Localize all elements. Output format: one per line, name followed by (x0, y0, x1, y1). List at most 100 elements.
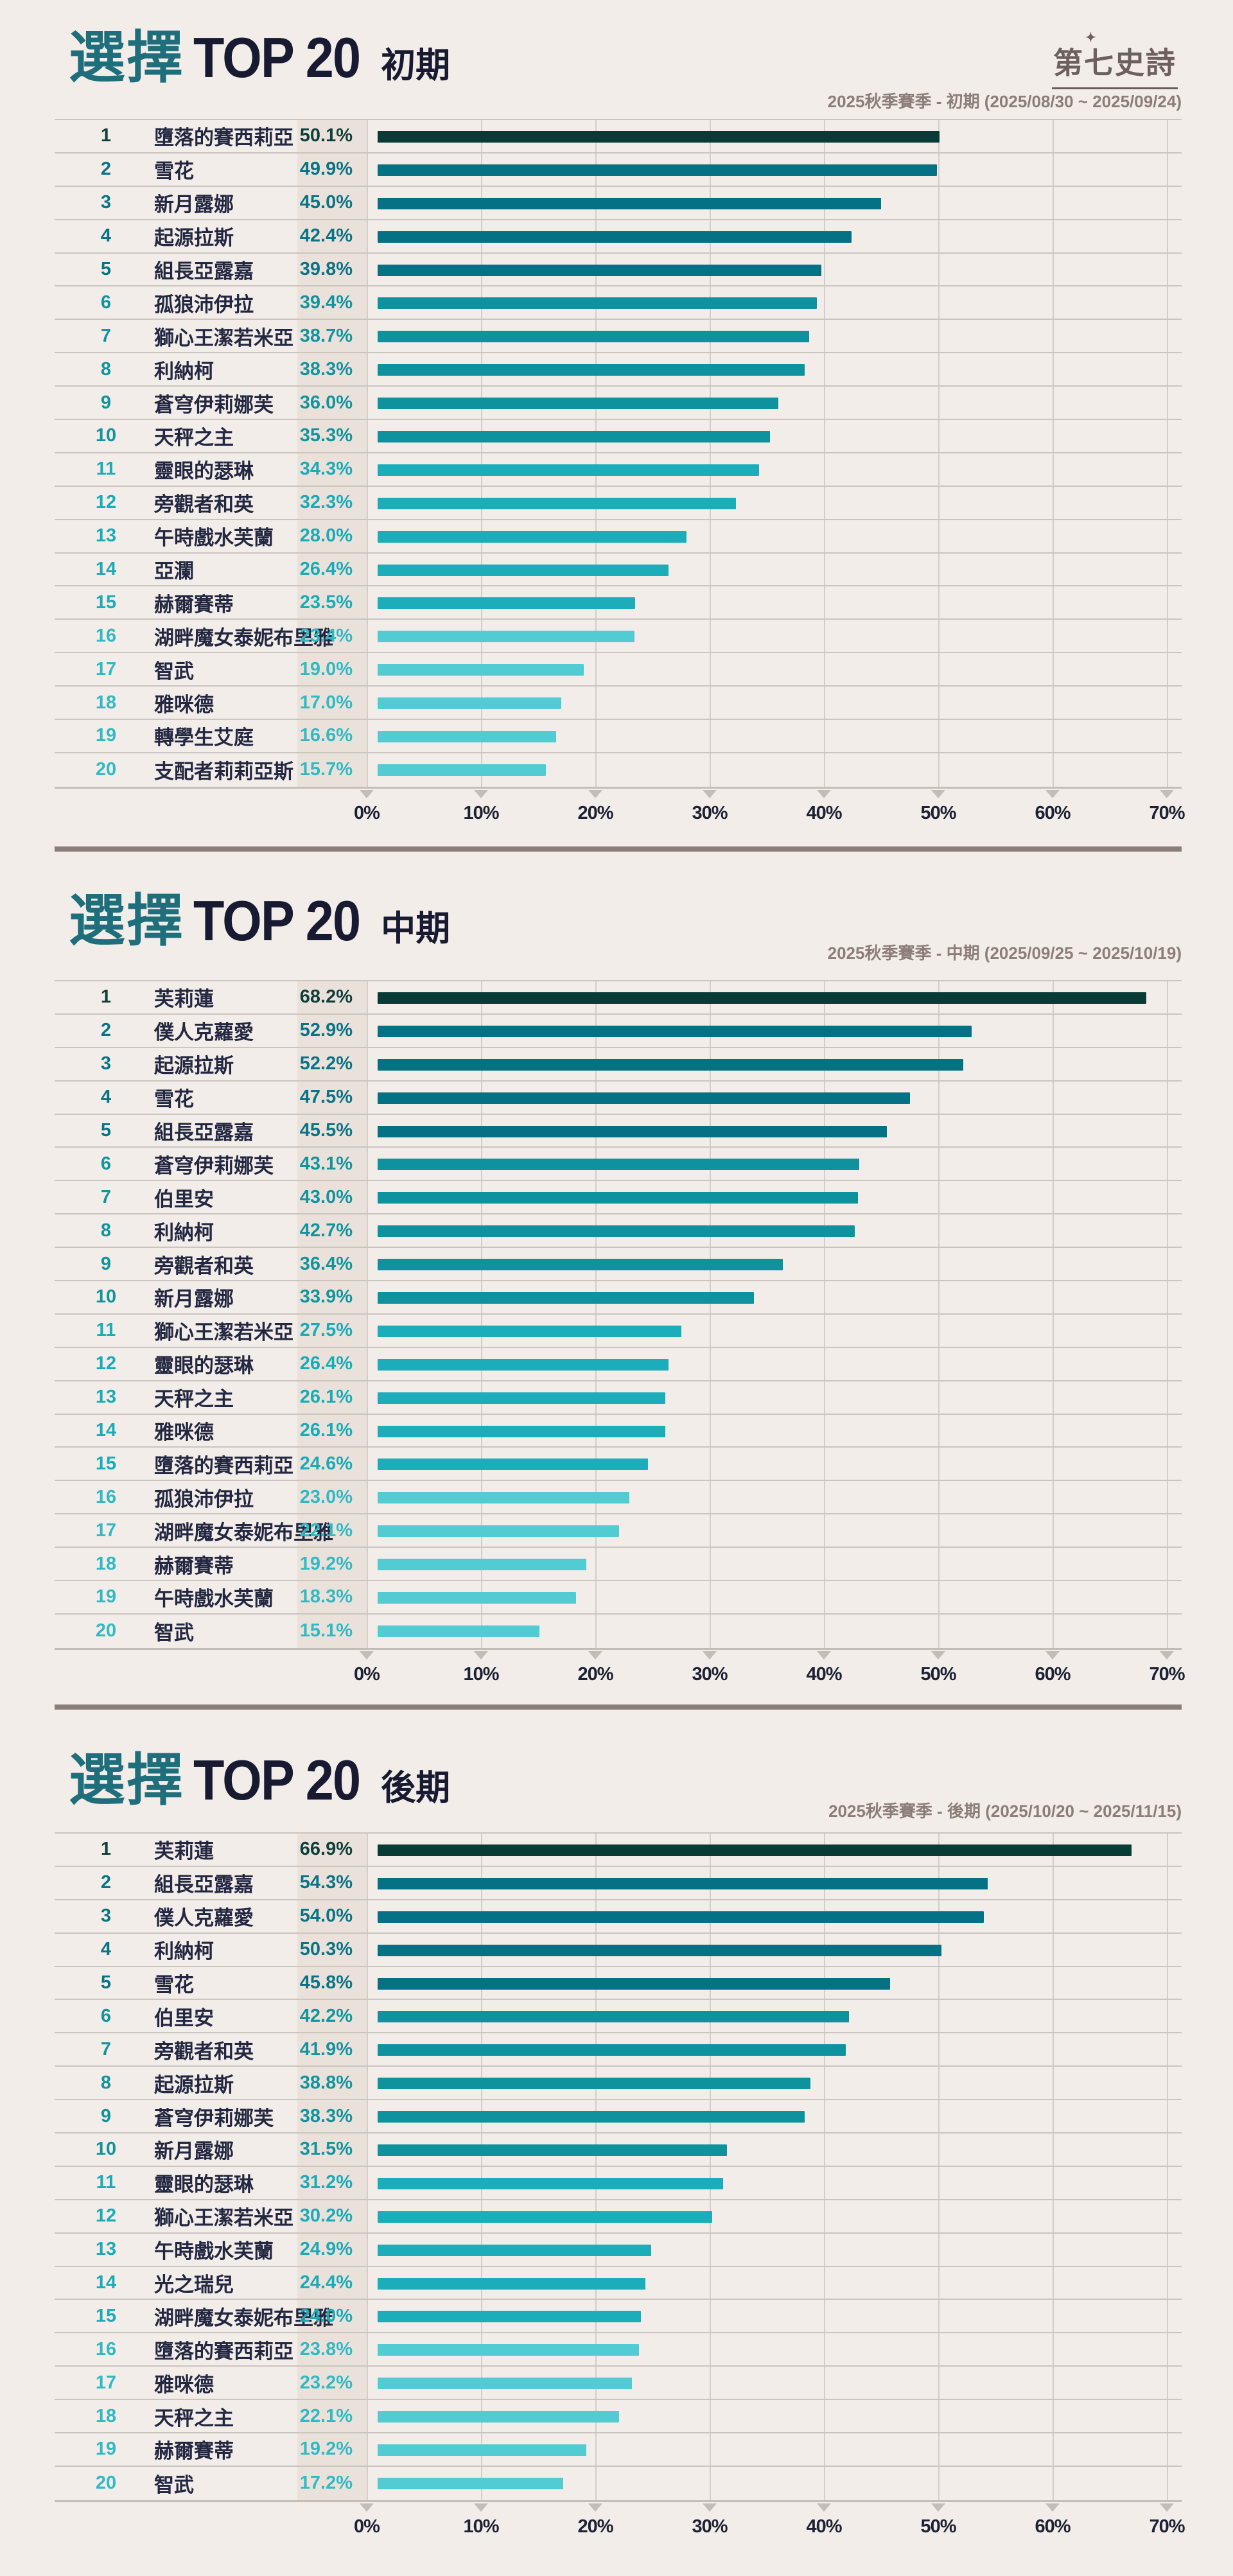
pick-rate-value: 23.5% (299, 591, 353, 613)
table-row: 13 午時戲水芙蘭 28.0% (55, 520, 1182, 554)
axis-tick-label: 10% (463, 1664, 499, 1685)
rank-number: 6 (100, 292, 112, 313)
gridline (367, 120, 368, 787)
gridline (1167, 1834, 1168, 2500)
character-name: 午時戲水芙蘭 (154, 527, 274, 550)
x-axis: 0% 10% 20% 30% 40% 50% 60% 70% (55, 2500, 1185, 2547)
axis-tick-label: 20% (577, 803, 613, 823)
rank-number: 11 (96, 2172, 116, 2193)
character-name: 湖畔魔女泰妮布里雅 (154, 626, 333, 649)
axis-tick-icon (474, 1651, 488, 1660)
logo-text: 第七史詩 (1053, 47, 1176, 80)
axis-tick-icon (474, 2503, 488, 2512)
rank-number: 20 (95, 2473, 117, 2494)
bar (378, 2177, 723, 2189)
gridline (1167, 120, 1168, 787)
table-row: 11 獅心王潔若米亞 27.5% (55, 1315, 1182, 1348)
pick-rate-value: 52.9% (299, 1020, 353, 1041)
table-row: 11 靈眼的瑟琳 34.3% (55, 453, 1182, 487)
character-name: 芙莉蓮 (154, 1840, 214, 1863)
table-row: 7 旁觀者和英 41.9% (55, 2033, 1182, 2067)
rank-number: 17 (95, 658, 117, 679)
axis-tick-label: 70% (1149, 803, 1185, 823)
gridline (938, 981, 940, 1648)
rank-number: 10 (95, 2139, 117, 2160)
gridline (710, 1834, 711, 2500)
bar (378, 1625, 539, 1637)
character-name: 天秤之主 (154, 1388, 234, 1411)
pick-rate-value: 31.2% (299, 2172, 353, 2193)
pick-rate-value: 17.2% (299, 2473, 353, 2494)
pick-rate-value: 42.2% (299, 2005, 353, 2026)
bar (378, 2311, 641, 2323)
content: 選擇 TOP 20 初期 ✦ 第七史詩 2025秋季賽季 - 初期 (2025/08/… (55, 0, 1185, 2576)
character-name: 光之瑞兒 (154, 2274, 234, 2297)
rank-number: 9 (100, 392, 112, 413)
axis-tick-icon (588, 1651, 602, 1660)
ranking-table: 1 芙莉蓮 68.2% 2 僕人克蘿愛 52.9% 3 起源拉斯 52.2% 4 雪花 47.5% 5 組… (55, 980, 1182, 1648)
table-row: 16 孤狼沛伊拉 23.0% (55, 1481, 1182, 1515)
character-name: 僕人克蘿愛 (154, 1021, 254, 1044)
axis-tick-icon (1160, 1651, 1174, 1660)
table-row: 4 雪花 47.5% (55, 1082, 1182, 1115)
bar (378, 2011, 849, 2023)
pick-rate-value: 47.5% (299, 1087, 353, 1108)
character-name: 起源拉斯 (154, 227, 234, 250)
rank-number: 3 (100, 1906, 112, 1927)
gridline (367, 1834, 368, 2500)
axis-tick-label: 70% (1149, 1664, 1185, 1685)
axis-tick-label: 20% (577, 1664, 613, 1685)
character-name: 雅咪德 (154, 2373, 214, 2396)
character-name: 利納柯 (154, 1940, 214, 1963)
rank-number: 4 (100, 1939, 112, 1960)
epic-seven-logo: ✦ 第七史詩 (1052, 31, 1178, 89)
rank-number: 19 (95, 2439, 117, 2460)
axis-tick-label: 10% (463, 2516, 499, 2537)
pick-rate-value: 35.3% (299, 425, 353, 446)
table-row: 20 支配者莉莉亞斯 15.7% (55, 753, 1182, 787)
x-axis: 0% 10% 20% 30% 40% 50% 60% 70% (55, 1648, 1185, 1695)
rank-number: 1 (100, 986, 112, 1008)
bar (378, 664, 584, 676)
table-row: 2 雪花 49.9% (55, 153, 1182, 187)
table-row: 1 芙莉蓮 68.2% (55, 981, 1182, 1015)
pick-rate-value: 68.2% (299, 986, 353, 1008)
character-name: 智武 (154, 2474, 194, 2497)
character-name: 孤狼沛伊拉 (154, 293, 254, 316)
rank-number: 5 (100, 1120, 112, 1141)
axis-tick-icon (1045, 790, 1060, 798)
axis-tick-icon (360, 1651, 374, 1660)
axis-tick-label: 40% (806, 1664, 842, 1685)
pick-rate-value: 38.7% (299, 325, 353, 346)
axis-tick-icon (360, 790, 374, 798)
bar (378, 992, 1146, 1004)
character-name: 雅咪德 (154, 693, 214, 716)
pick-rate-value: 19.2% (299, 1553, 353, 1574)
character-name: 智武 (154, 1622, 194, 1645)
pick-rate-value: 28.0% (299, 525, 353, 547)
bar (378, 1092, 910, 1104)
rank-number: 5 (100, 1972, 112, 1993)
axis-tick-label: 10% (463, 803, 499, 823)
table-row: 14 雅咪德 26.1% (55, 1415, 1182, 1448)
table-row: 5 組長亞露嘉 39.8% (55, 254, 1182, 287)
axis-tick-label: 50% (920, 1664, 956, 1685)
bar (378, 197, 881, 209)
table-row: 9 蒼穹伊莉娜芙 38.3% (55, 2100, 1182, 2134)
bar (378, 2344, 639, 2356)
bar (378, 1592, 576, 1604)
bar (378, 1559, 586, 1571)
page-title: 選擇 TOP 20 中期 (69, 888, 450, 967)
axis-tick-icon (360, 2503, 374, 2512)
axis-tick-label: 40% (806, 2516, 842, 2537)
character-name: 蒼穹伊莉娜芙 (154, 393, 274, 416)
table-row: 15 湖畔魔女泰妮布里雅 24.0% (55, 2300, 1182, 2334)
character-name: 赫爾賽蒂 (154, 1554, 234, 1577)
axis-tick-icon (1045, 2503, 1060, 2512)
axis-tick-icon (703, 1651, 717, 1660)
pick-rate-value: 26.1% (299, 1420, 353, 1441)
character-name: 墮落的賽西莉亞 (154, 127, 293, 150)
axis-tick-label: 0% (354, 2516, 380, 2537)
rank-number: 13 (95, 1387, 117, 1408)
character-name: 組長亞露嘉 (154, 260, 254, 283)
